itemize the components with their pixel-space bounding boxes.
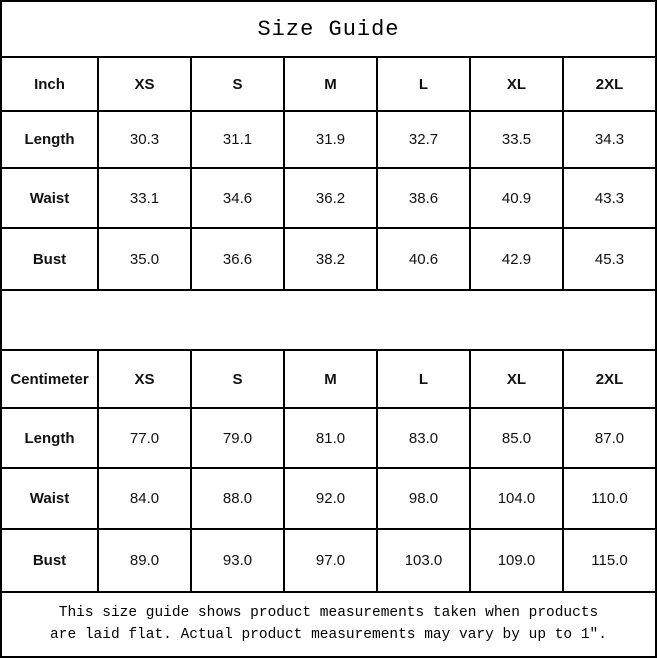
inch-bust-l: 40.6 (378, 229, 469, 289)
cm-length-m: 81.0 (285, 409, 376, 467)
inch-col-header-m: M (285, 58, 376, 110)
footer-note-line2: are laid flat. Actual product measuremen… (50, 626, 607, 643)
inch-bust-s: 36.6 (192, 229, 283, 289)
inch-length-m: 31.9 (285, 112, 376, 167)
cm-length-s: 79.0 (192, 409, 283, 467)
inch-length-label: Length (2, 112, 97, 167)
inch-col-header-s: S (192, 58, 283, 110)
inch-bust-xs: 35.0 (99, 229, 190, 289)
cm-waist-label: Waist (2, 469, 97, 528)
footer-note-line1: This size guide shows product measuremen… (58, 604, 599, 621)
inch-col-header-2xl: 2XL (564, 58, 655, 110)
cm-bust-xs: 89.0 (99, 530, 190, 591)
cm-length-xl: 85.0 (471, 409, 562, 467)
inch-waist-xl: 40.9 (471, 169, 562, 227)
cm-waist-m: 92.0 (285, 469, 376, 528)
inch-length-xl: 33.5 (471, 112, 562, 167)
inch-bust-2xl: 45.3 (564, 229, 655, 289)
inch-waist-l: 38.6 (378, 169, 469, 227)
cm-waist-2xl: 110.0 (564, 469, 655, 528)
cm-length-2xl: 87.0 (564, 409, 655, 467)
cm-col-header-2xl: 2XL (564, 351, 655, 407)
inch-length-2xl: 34.3 (564, 112, 655, 167)
cm-waist-l: 98.0 (378, 469, 469, 528)
inch-length-s: 31.1 (192, 112, 283, 167)
inch-bust-m: 38.2 (285, 229, 376, 289)
cm-unit-header: Centimeter (2, 351, 97, 407)
cm-waist-xs: 84.0 (99, 469, 190, 528)
inch-col-header-xs: XS (99, 58, 190, 110)
cm-col-header-xl: XL (471, 351, 562, 407)
cm-waist-s: 88.0 (192, 469, 283, 528)
inch-bust-xl: 42.9 (471, 229, 562, 289)
inch-bust-label: Bust (2, 229, 97, 289)
cm-col-header-l: L (378, 351, 469, 407)
inch-col-header-l: L (378, 58, 469, 110)
inch-waist-s: 34.6 (192, 169, 283, 227)
cm-col-header-m: M (285, 351, 376, 407)
cm-length-label: Length (2, 409, 97, 467)
cm-bust-label: Bust (2, 530, 97, 591)
cm-waist-xl: 104.0 (471, 469, 562, 528)
footer-note: This size guide shows product measuremen… (2, 593, 655, 656)
inch-waist-xs: 33.1 (99, 169, 190, 227)
cm-length-xs: 77.0 (99, 409, 190, 467)
page-title: Size Guide (2, 2, 655, 56)
cm-col-header-xs: XS (99, 351, 190, 407)
inch-length-xs: 30.3 (99, 112, 190, 167)
cm-bust-2xl: 115.0 (564, 530, 655, 591)
inch-unit-header: Inch (2, 58, 97, 110)
cm-bust-l: 103.0 (378, 530, 469, 591)
inch-waist-2xl: 43.3 (564, 169, 655, 227)
inch-length-l: 32.7 (378, 112, 469, 167)
inch-waist-m: 36.2 (285, 169, 376, 227)
spacer-row (2, 291, 655, 349)
cm-col-header-s: S (192, 351, 283, 407)
inch-col-header-xl: XL (471, 58, 562, 110)
cm-bust-m: 97.0 (285, 530, 376, 591)
inch-waist-label: Waist (2, 169, 97, 227)
cm-bust-s: 93.0 (192, 530, 283, 591)
cm-bust-xl: 109.0 (471, 530, 562, 591)
cm-length-l: 83.0 (378, 409, 469, 467)
